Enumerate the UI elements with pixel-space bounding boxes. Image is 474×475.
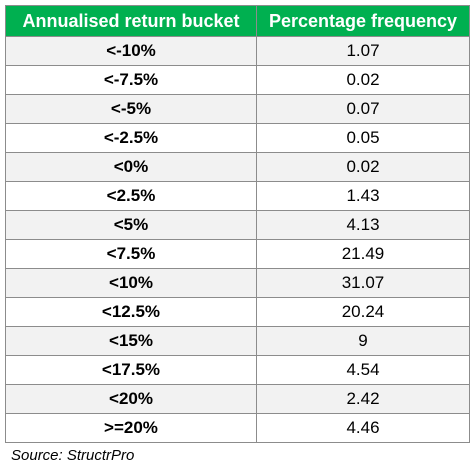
header-row: Annualised return bucket Percentage freq… [5, 5, 470, 37]
frequency-cell: 0.05 [256, 123, 470, 153]
bucket-cell: <2.5% [5, 181, 257, 211]
table-body: <-10% 1.07 <-7.5% 0.02 <-5% 0.07 <-2.5% 0.05 <0%… [5, 36, 470, 443]
table-row: <-7.5% 0.02 [5, 65, 470, 95]
table-row: <7.5% 21.49 [5, 239, 470, 269]
table-row: <15% 9 [5, 326, 470, 356]
frequency-cell: 4.54 [256, 355, 470, 385]
table-row: <-5% 0.07 [5, 94, 470, 124]
bucket-cell: <17.5% [5, 355, 257, 385]
table-row: >=20% 4.46 [5, 413, 470, 443]
frequency-cell: 2.42 [256, 384, 470, 414]
table-row: <0% 0.02 [5, 152, 470, 182]
table-row: <17.5% 4.54 [5, 355, 470, 385]
table-row: <10% 31.07 [5, 268, 470, 298]
frequency-cell: 20.24 [256, 297, 470, 327]
table-row: <20% 2.42 [5, 384, 470, 414]
frequency-cell: 9 [256, 326, 470, 356]
header-frequency: Percentage frequency [256, 5, 470, 37]
frequency-cell: 31.07 [256, 268, 470, 298]
frequency-cell: 4.13 [256, 210, 470, 240]
frequency-cell: 1.07 [256, 36, 470, 66]
bucket-cell: <20% [5, 384, 257, 414]
bucket-cell: <-5% [5, 94, 257, 124]
bucket-cell: <0% [5, 152, 257, 182]
table-row: <12.5% 20.24 [5, 297, 470, 327]
bucket-cell: <-2.5% [5, 123, 257, 153]
bucket-cell: <-10% [5, 36, 257, 66]
bucket-cell: >=20% [5, 413, 257, 443]
bucket-cell: <15% [5, 326, 257, 356]
frequency-cell: 0.02 [256, 65, 470, 95]
table-row: <-10% 1.07 [5, 36, 470, 66]
frequency-cell: 0.07 [256, 94, 470, 124]
table-container: Annualised return bucket Percentage freq… [5, 5, 470, 443]
bucket-cell: <10% [5, 268, 257, 298]
bucket-cell: <12.5% [5, 297, 257, 327]
bucket-cell: <-7.5% [5, 65, 257, 95]
table-row: <5% 4.13 [5, 210, 470, 240]
table-row: <-2.5% 0.05 [5, 123, 470, 153]
source-note: Source: StructrPro [11, 447, 135, 464]
frequency-cell: 1.43 [256, 181, 470, 211]
header-bucket: Annualised return bucket [5, 5, 257, 37]
bucket-cell: <5% [5, 210, 257, 240]
bucket-cell: <7.5% [5, 239, 257, 269]
return-frequency-table: Annualised return bucket Percentage freq… [5, 5, 470, 443]
frequency-cell: 4.46 [256, 413, 470, 443]
table-row: <2.5% 1.43 [5, 181, 470, 211]
frequency-cell: 21.49 [256, 239, 470, 269]
frequency-cell: 0.02 [256, 152, 470, 182]
